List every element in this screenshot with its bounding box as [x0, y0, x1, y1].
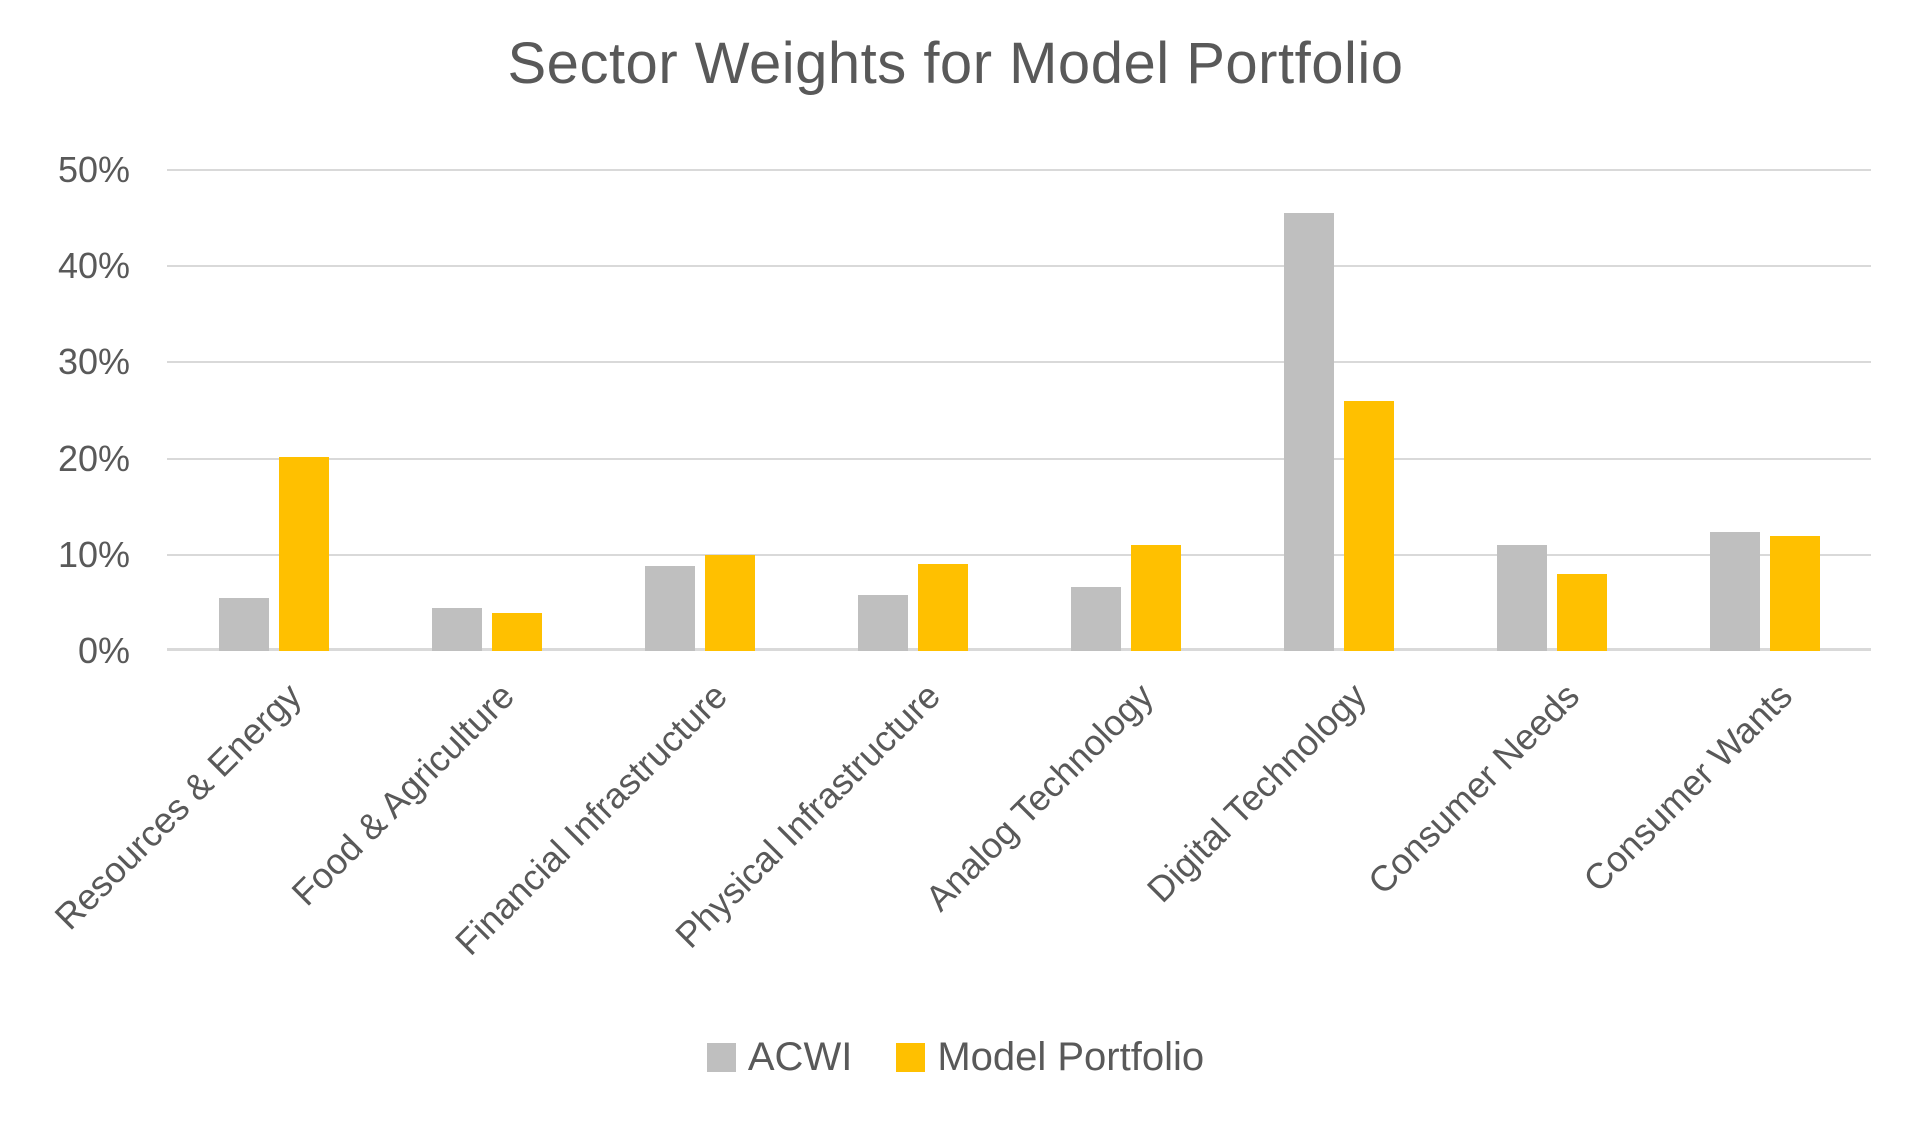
legend-item-acwi: ACWI — [706, 1035, 853, 1080]
y-tick-0: 0% — [77, 630, 130, 671]
bar-group-food-and-agriculture — [380, 170, 593, 651]
gridline-40 — [167, 265, 1871, 268]
gridline-10 — [167, 553, 1871, 556]
bar-group-consumer-needs — [1445, 170, 1658, 651]
x-label-food-and-agriculture: Food & Agriculture — [283, 675, 522, 914]
legend-item-model-portfolio: Model Portfolio — [896, 1035, 1204, 1080]
gridline-20 — [167, 457, 1871, 460]
bar-acwi-financial-infrastructure — [644, 566, 695, 651]
bar-acwi-consumer-needs — [1496, 545, 1547, 651]
gridline-50 — [167, 169, 1871, 171]
legend: ACWI Model Portfolio — [0, 1035, 1911, 1080]
legend-label-acwi: ACWI — [747, 1035, 853, 1079]
legend-swatch-acwi — [706, 1043, 736, 1072]
x-label-consumer-needs: Consumer Needs — [1359, 675, 1587, 903]
x-label-consumer-wants: Consumer Wants — [1574, 675, 1800, 900]
bar-acwi-food-and-agriculture — [431, 607, 482, 651]
x-label-digital-technology: Digital Technology — [1138, 675, 1374, 911]
bar-group-resources-and-energy — [167, 170, 380, 651]
bar-groups — [167, 170, 1871, 651]
y-tick-20: 20% — [57, 437, 130, 479]
x-label-resources-and-energy: Resources & Energy — [46, 675, 309, 938]
bar-model-portfolio-analog-technology — [1130, 545, 1181, 651]
bar-model-portfolio-financial-infrastructure — [704, 554, 755, 651]
bar-acwi-analog-technology — [1070, 586, 1121, 651]
plot-area — [167, 169, 1871, 651]
x-axis-line — [167, 648, 1871, 651]
bar-acwi-digital-technology — [1283, 213, 1334, 651]
bar-group-analog-technology — [1019, 170, 1232, 651]
chart-title: Sector Weights for Model Portfolio — [507, 31, 1404, 96]
y-tick-30: 30% — [57, 341, 130, 383]
legend-label-model-portfolio: Model Portfolio — [937, 1035, 1205, 1079]
bar-model-portfolio-food-and-agriculture — [491, 612, 542, 651]
bar-acwi-physical-infrastructure — [857, 595, 908, 651]
gridline-30 — [167, 361, 1871, 364]
bar-group-financial-infrastructure — [593, 170, 806, 651]
bar-model-portfolio-consumer-wants — [1769, 535, 1820, 651]
bar-group-consumer-wants — [1658, 170, 1871, 651]
bar-acwi-resources-and-energy — [218, 598, 269, 651]
bar-model-portfolio-consumer-needs — [1556, 574, 1607, 651]
bar-group-physical-infrastructure — [806, 170, 1019, 651]
legend-swatch-model-portfolio — [896, 1043, 926, 1072]
bar-model-portfolio-resources-and-energy — [278, 456, 329, 651]
bar-model-portfolio-digital-technology — [1343, 400, 1394, 651]
x-label-analog-technology: Analog Technology — [916, 675, 1161, 919]
y-tick-10: 10% — [57, 533, 130, 575]
bar-acwi-consumer-wants — [1709, 531, 1760, 651]
y-tick-50: 50% — [57, 149, 130, 190]
bar-model-portfolio-physical-infrastructure — [917, 564, 968, 651]
bar-group-digital-technology — [1232, 170, 1445, 651]
y-tick-40: 40% — [57, 245, 130, 287]
